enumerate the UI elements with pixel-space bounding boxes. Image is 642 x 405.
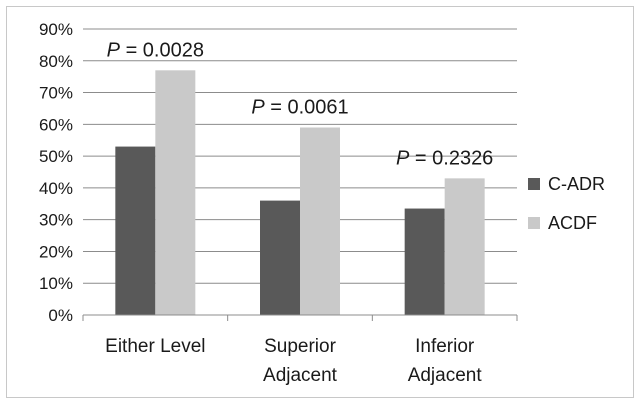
y-axis-ticks: 0% 10% 20% 30% 40% 50% 60% 70% 80% 90% xyxy=(39,20,73,325)
x-category-label: Inferior xyxy=(415,336,475,357)
legend-label-c-adr: C-ADR xyxy=(548,174,605,194)
y-tick-label: 70% xyxy=(39,84,73,103)
y-tick-label: 60% xyxy=(39,115,73,134)
bar-c-adr-0 xyxy=(115,146,156,315)
y-tick-label: 90% xyxy=(39,20,73,39)
p-value-annotation: P = 0.0028 xyxy=(107,39,204,61)
bar-c-adr-1 xyxy=(260,200,300,315)
y-tick-label: 30% xyxy=(39,211,73,230)
x-category-label: Adjacent xyxy=(263,365,338,386)
x-category-label: Superior xyxy=(264,336,336,357)
legend-swatch-c-adr xyxy=(528,178,540,190)
p-value-annotation: P = 0.2326 xyxy=(396,147,493,169)
p-value-annotations: P = 0.0028 P = 0.0061 P = 0.2326 xyxy=(107,39,494,169)
x-axis xyxy=(82,314,518,321)
x-category-label: Adjacent xyxy=(408,365,483,386)
legend-swatch-acdf xyxy=(528,217,540,229)
y-tick-label: 40% xyxy=(39,179,73,198)
y-tick-label: 20% xyxy=(39,242,73,261)
y-tick-label: 80% xyxy=(39,52,73,71)
bar-acdf-2 xyxy=(444,178,485,315)
legend-label-acdf: ACDF xyxy=(548,213,597,233)
bar-acdf-1 xyxy=(300,127,340,315)
bars xyxy=(115,70,485,315)
chart-frame: 0% 10% 20% 30% 40% 50% 60% 70% 80% 90% Either Lev… xyxy=(6,6,634,398)
y-tick-label: 50% xyxy=(39,147,73,166)
bar-chart: 0% 10% 20% 30% 40% 50% 60% 70% 80% 90% Either Lev… xyxy=(39,20,605,386)
bar-c-adr-2 xyxy=(404,208,445,315)
y-tick-label: 0% xyxy=(48,306,73,325)
y-tick-label: 10% xyxy=(39,274,73,293)
p-value-annotation: P = 0.0061 xyxy=(251,97,348,119)
legend: C-ADR ACDF xyxy=(528,174,605,233)
x-category-label: Either Level xyxy=(105,336,205,357)
x-axis-labels: Either Level Superior Adjacent Inferior Adja… xyxy=(105,336,482,386)
bar-acdf-0 xyxy=(155,70,196,315)
